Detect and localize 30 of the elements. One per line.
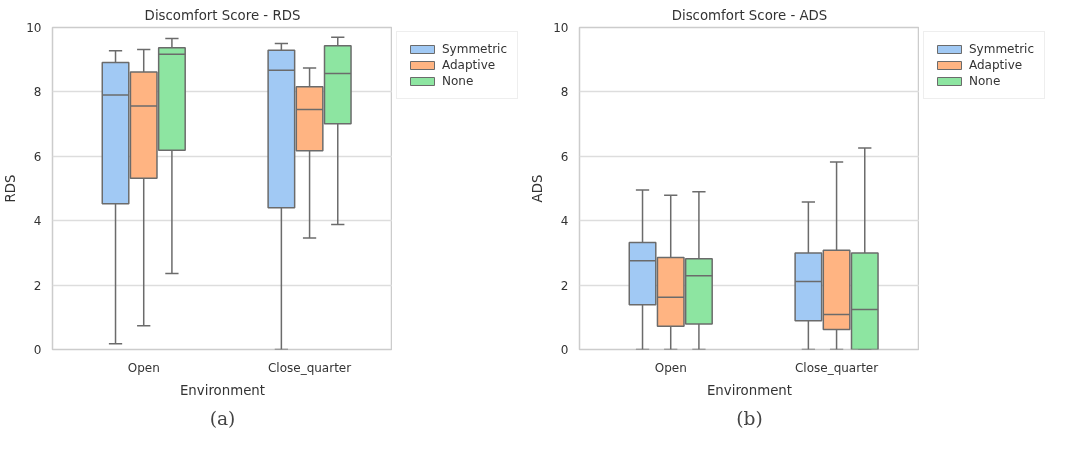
legend-label: None: [442, 74, 474, 88]
legend-label: Symmetric: [969, 42, 1035, 56]
text: (b): [736, 407, 763, 429]
y-tick-label: 6: [33, 149, 42, 164]
text: (a): [209, 407, 236, 429]
x-tick-label: Close_quarter: [267, 360, 352, 375]
y-tick-label: 2: [560, 278, 569, 293]
legend-label: Symmetric: [442, 42, 508, 56]
legend-label: None: [969, 74, 1001, 88]
legend-label: Adaptive: [969, 58, 1023, 72]
y-tick-label: 8: [33, 85, 42, 100]
y-tick-label: 6: [560, 149, 569, 164]
chart-title: Discomfort Score - ADS: [671, 7, 828, 23]
legend-label: Adaptive: [442, 58, 496, 72]
x-axis-title: Environment: [706, 382, 793, 398]
x-tick-label: Close_quarter: [794, 360, 879, 375]
y-axis-title: ADS: [530, 174, 546, 203]
x-axis-title: Environment: [179, 382, 266, 398]
y-tick-label: 4: [33, 214, 42, 229]
x-tick-label: Open: [654, 360, 687, 375]
y-tick-label: 0: [560, 343, 569, 357]
x-tick-label: Open: [127, 360, 160, 375]
y-tick-label: 4: [560, 214, 569, 229]
y-tick-label: 8: [560, 85, 569, 100]
y-tick-label: 2: [33, 278, 42, 293]
y-tick-label: 0: [33, 343, 42, 357]
y-tick-label: 10: [26, 21, 42, 35]
y-tick-label: 10: [553, 21, 569, 35]
y-axis-title: RDS: [3, 174, 19, 203]
chart-title: Discomfort Score - RDS: [144, 7, 301, 23]
